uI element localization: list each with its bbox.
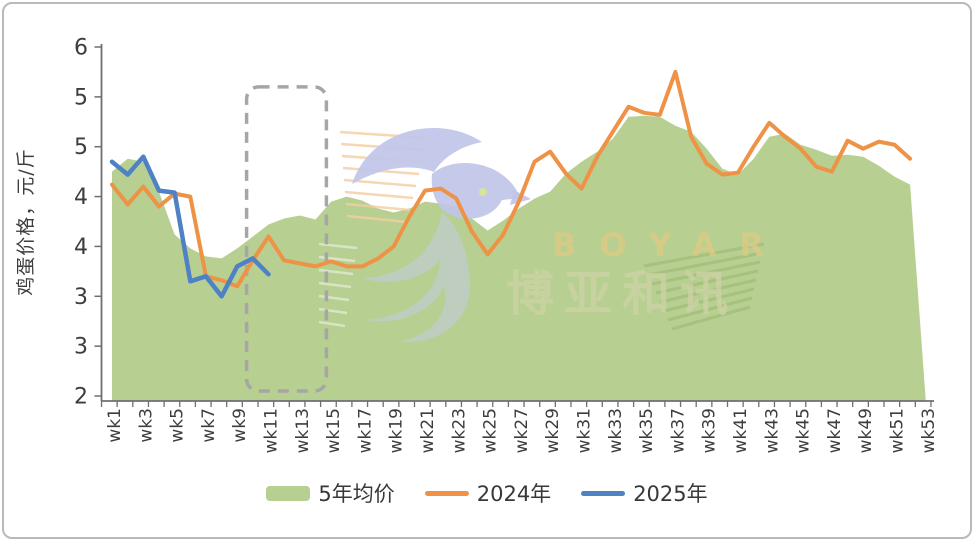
x-axis-tick-labels: wk1 wk3 wk5 wk7 wk9 wk11 wk13 wk15 wk17 wk19 wk21 w… bbox=[105, 408, 939, 453]
area-swatch-icon bbox=[266, 485, 311, 501]
x-tick-label: wk39 bbox=[700, 408, 720, 453]
chart-legend: 5年均价 2024年 2025年 bbox=[4, 478, 970, 508]
watermark-bird-eye bbox=[479, 188, 487, 196]
legend-label-2024: 2024年 bbox=[476, 482, 552, 506]
x-tick-label: wk23 bbox=[449, 408, 469, 453]
y-tick-label: 2 bbox=[74, 384, 88, 409]
y-tick-label: 5 bbox=[74, 135, 88, 160]
boyar-watermark: BOYAR 博亚和讯 bbox=[318, 128, 787, 343]
x-tick-label: wk53 bbox=[919, 408, 939, 453]
x-tick-label: wk5 bbox=[168, 408, 188, 443]
x-tick-label: wk19 bbox=[387, 408, 407, 453]
x-tick-label: wk1 bbox=[105, 408, 125, 443]
x-tick-label: wk21 bbox=[418, 408, 438, 453]
y-tick-label: 3 bbox=[74, 285, 88, 310]
line-swatch-2024-icon bbox=[424, 490, 469, 496]
x-tick-label: wk29 bbox=[543, 408, 563, 453]
line-series-2024 bbox=[110, 69, 913, 289]
x-tick-label: wk35 bbox=[637, 408, 657, 453]
x-tick-label: wk43 bbox=[762, 408, 782, 453]
x-tick-label: wk41 bbox=[731, 408, 751, 453]
y-axis-title: 鸡蛋价格，元/斤 bbox=[15, 148, 37, 295]
x-tick-label: wk15 bbox=[324, 408, 344, 453]
area-series-5yr-avg bbox=[112, 115, 926, 402]
y-tick-label: 4 bbox=[74, 235, 88, 260]
area-5yr-avg bbox=[112, 115, 926, 402]
x-tick-label: wk11 bbox=[262, 408, 282, 453]
watermark-bird-wing bbox=[352, 128, 482, 184]
x-tick-label: wk51 bbox=[888, 408, 908, 453]
watermark-bird-head bbox=[431, 162, 520, 219]
legend-item-2025[interactable]: 2025年 bbox=[581, 478, 708, 508]
legend-label-2025: 2025年 bbox=[633, 482, 708, 506]
axes bbox=[94, 44, 934, 407]
legend-item-2024[interactable]: 2024年 bbox=[424, 478, 552, 508]
x-tick-label: wk33 bbox=[606, 408, 626, 453]
x-tick-label: wk45 bbox=[794, 408, 814, 453]
legend-item-5yr-avg[interactable]: 5年均价 bbox=[266, 478, 395, 508]
x-tick-label: wk7 bbox=[199, 408, 219, 443]
y-tick-label: 5 bbox=[74, 85, 88, 110]
x-tick-label: wk31 bbox=[575, 408, 595, 453]
highlight-region-dashed-box bbox=[244, 85, 329, 393]
x-tick-label: wk49 bbox=[856, 408, 876, 453]
x-tick-label: wk17 bbox=[355, 408, 375, 453]
watermark-text-boyahexun: 博亚和讯 bbox=[506, 266, 738, 322]
watermark-wing-hatch-lines bbox=[318, 130, 765, 331]
y-tick-label: 6 bbox=[74, 36, 88, 61]
line-swatch-2025-icon bbox=[581, 490, 626, 496]
x-tick-label: wk47 bbox=[825, 408, 845, 453]
line-series-2025 bbox=[109, 154, 271, 299]
y-tick-label: 3 bbox=[74, 335, 88, 360]
x-tick-label: wk37 bbox=[668, 408, 688, 453]
y-tick-label: 4 bbox=[74, 185, 88, 210]
x-tick-label: wk25 bbox=[481, 408, 501, 453]
x-tick-label: wk3 bbox=[136, 408, 156, 443]
legend-label-5yr-avg: 5年均价 bbox=[318, 482, 395, 506]
watermark-bird-body-swirl bbox=[362, 212, 471, 343]
y-axis-tick-labels: 6 5 5 4 4 3 3 2 bbox=[74, 36, 88, 410]
x-tick-label: wk9 bbox=[230, 408, 250, 443]
watermark-text-boyar: BOYAR bbox=[552, 226, 787, 264]
x-tick-label: wk27 bbox=[512, 408, 532, 453]
x-tick-label: wk13 bbox=[293, 408, 313, 453]
